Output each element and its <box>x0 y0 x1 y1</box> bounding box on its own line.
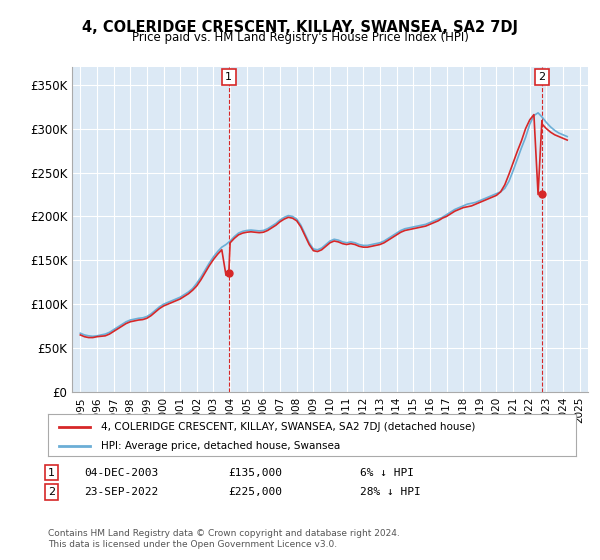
Text: 1: 1 <box>48 468 55 478</box>
Text: 6% ↓ HPI: 6% ↓ HPI <box>360 468 414 478</box>
Text: £225,000: £225,000 <box>228 487 282 497</box>
Text: 2: 2 <box>538 72 545 82</box>
Text: £135,000: £135,000 <box>228 468 282 478</box>
Text: 23-SEP-2022: 23-SEP-2022 <box>84 487 158 497</box>
Text: 1: 1 <box>225 72 232 82</box>
Text: HPI: Average price, detached house, Swansea: HPI: Average price, detached house, Swan… <box>101 441 340 451</box>
Text: 4, COLERIDGE CRESCENT, KILLAY, SWANSEA, SA2 7DJ (detached house): 4, COLERIDGE CRESCENT, KILLAY, SWANSEA, … <box>101 422 475 432</box>
Text: Price paid vs. HM Land Registry's House Price Index (HPI): Price paid vs. HM Land Registry's House … <box>131 31 469 44</box>
Text: 2: 2 <box>48 487 55 497</box>
Text: Contains HM Land Registry data © Crown copyright and database right 2024.
This d: Contains HM Land Registry data © Crown c… <box>48 529 400 549</box>
Text: 04-DEC-2003: 04-DEC-2003 <box>84 468 158 478</box>
Text: 28% ↓ HPI: 28% ↓ HPI <box>360 487 421 497</box>
Text: 4, COLERIDGE CRESCENT, KILLAY, SWANSEA, SA2 7DJ: 4, COLERIDGE CRESCENT, KILLAY, SWANSEA, … <box>82 20 518 35</box>
